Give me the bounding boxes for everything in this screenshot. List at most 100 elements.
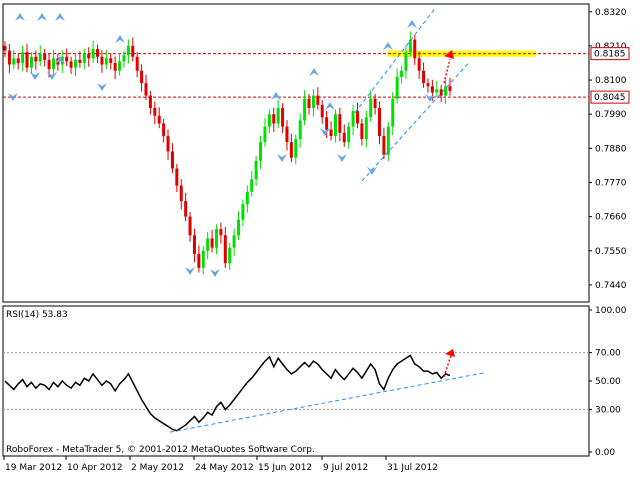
- candle-body: [364, 117, 368, 140]
- rsi-forecast-arrow: [443, 349, 455, 377]
- candle-body: [100, 56, 104, 65]
- candle-body: [135, 56, 139, 71]
- candle-body: [228, 247, 232, 264]
- candle-body: [148, 95, 152, 108]
- candle-body: [311, 95, 315, 108]
- candle-body: [400, 70, 404, 77]
- candle-body: [382, 135, 386, 155]
- candle-body: [347, 126, 351, 143]
- candle-body: [250, 179, 254, 192]
- horizontal-levels: 0.8185 0.8045: [3, 47, 630, 104]
- fractal-down-arrow: [277, 154, 287, 162]
- candle-body: [285, 126, 289, 143]
- candle-body: [38, 53, 42, 62]
- candle-body: [184, 201, 188, 217]
- price-tick-label: 0.7880: [595, 144, 627, 154]
- time-tick-label: 19 Mar 2012: [5, 463, 62, 473]
- candle-body: [263, 126, 267, 143]
- candle-body: [126, 45, 130, 56]
- candle-body: [422, 70, 426, 84]
- level-label: 0.8185: [594, 50, 626, 60]
- fractal-up-arrow: [115, 35, 125, 43]
- candle-body: [378, 107, 382, 136]
- fractal-down-arrow: [425, 94, 435, 102]
- candle-body: [34, 56, 38, 62]
- fractal-down-arrow: [367, 167, 377, 175]
- candle-body: [426, 83, 430, 87]
- rsi-trendline: [169, 371, 487, 433]
- candle-body: [333, 114, 337, 136]
- candle-body: [91, 49, 95, 59]
- candle-body: [276, 107, 280, 124]
- time-tick-label: 31 Jul 2012: [387, 463, 438, 473]
- candle-body: [444, 86, 448, 96]
- time-axis: 19 Mar 2012 10 Apr 2012 2 May 2012 24 May 2…: [3, 456, 438, 473]
- fractal-down-arrow: [185, 267, 195, 275]
- time-tick-label: 10 Apr 2012: [67, 463, 123, 473]
- candle-body: [82, 53, 86, 63]
- candle-body: [140, 70, 144, 84]
- candle-body: [157, 115, 161, 124]
- forecast-shaft: [443, 58, 451, 84]
- rsi-tick-label: 70.00: [595, 349, 621, 359]
- price-tick-label: 0.8100: [595, 76, 627, 86]
- rsi-tick-label: 0.00: [595, 448, 615, 458]
- candle-body: [448, 86, 452, 91]
- candle-body: [281, 107, 285, 127]
- level-tag: [590, 90, 630, 104]
- candle-body: [417, 58, 421, 71]
- candle-body: [144, 83, 148, 96]
- forecast-head: [444, 50, 454, 59]
- candle-body: [325, 117, 329, 130]
- rsi-panel-frame: [2, 305, 590, 457]
- candle-body: [206, 238, 210, 251]
- rsi-line: [4, 354, 451, 432]
- rsi-tick-label: 30.00: [595, 405, 621, 415]
- candle-body: [267, 114, 271, 127]
- candle-body: [109, 58, 113, 63]
- candle-body: [188, 216, 192, 236]
- resistance-zone: [388, 50, 536, 57]
- fractal-down-arrow: [320, 128, 330, 136]
- candle-body: [241, 204, 245, 220]
- candle-body: [408, 39, 412, 53]
- candle-body: [175, 168, 179, 186]
- candle-body: [355, 111, 359, 124]
- candle-body: [237, 219, 241, 236]
- fractal-up-arrow: [383, 42, 393, 50]
- fractal-down-arrow: [30, 72, 40, 80]
- price-axis: 0.8320 0.8210 0.8100 0.7990 0.7880 0.7770 0.76…: [589, 8, 627, 291]
- candle-body: [201, 250, 205, 268]
- candle-body: [192, 235, 196, 254]
- candle-body: [16, 58, 20, 63]
- candle-body: [3, 45, 7, 51]
- candle-body: [439, 89, 443, 96]
- candle-body: [87, 53, 91, 59]
- fractal-up-arrow: [55, 56, 65, 64]
- candle-body: [272, 114, 276, 124]
- fractal-down-arrow: [210, 269, 220, 277]
- candle-body: [232, 235, 236, 248]
- candle-body: [289, 142, 293, 158]
- candle-body: [320, 104, 324, 118]
- candle-body: [245, 191, 249, 205]
- trend-channel: [354, 6, 471, 182]
- candle-body: [219, 229, 223, 236]
- time-tick-label: 9 Jul 2012: [323, 463, 368, 473]
- candle-body: [360, 123, 364, 140]
- candle-body: [223, 235, 227, 264]
- candle-body: [386, 126, 390, 155]
- fractal-up-arrow: [55, 13, 65, 21]
- rsi-forecast-head: [445, 349, 455, 357]
- fractal-up-arrow: [325, 102, 335, 110]
- level-tag: [590, 47, 630, 61]
- candle-body: [104, 58, 108, 65]
- candle-body: [435, 89, 439, 93]
- fractal-up-arrow: [15, 13, 25, 21]
- candle-body: [369, 98, 373, 118]
- candle-body: [7, 50, 11, 65]
- rsi-tick-label: 100.00: [595, 306, 627, 316]
- candle-body: [316, 95, 320, 105]
- fractal-arrows: [8, 13, 435, 277]
